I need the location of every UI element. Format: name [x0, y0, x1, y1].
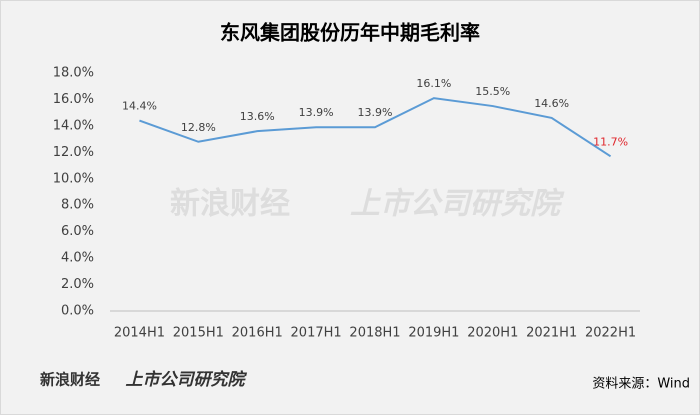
x-tick-label: 2015H1 — [173, 326, 224, 341]
data-label: 11.7% — [593, 135, 628, 148]
y-tick-label: 6.0% — [61, 224, 94, 239]
watermark: 新浪财经 — [170, 187, 290, 222]
x-tick-label: 2016H1 — [232, 326, 283, 341]
data-label: 14.4% — [122, 100, 157, 113]
y-tick-label: 0.0% — [61, 304, 94, 319]
data-label: 15.5% — [475, 85, 510, 98]
x-tick-label: 2017H1 — [291, 326, 342, 341]
x-tick-label: 2018H1 — [349, 326, 400, 341]
y-tick-label: 10.0% — [53, 171, 94, 186]
x-tick-label: 2022H1 — [585, 326, 636, 341]
x-tick-label: 2020H1 — [467, 326, 518, 341]
x-tick-label: 2014H1 — [114, 326, 165, 341]
x-tick-label: 2021H1 — [526, 326, 577, 341]
y-tick-label: 16.0% — [53, 92, 94, 107]
data-label: 14.6% — [534, 97, 569, 110]
data-label: 13.9% — [358, 106, 393, 119]
y-tick-label: 14.0% — [53, 118, 94, 133]
watermark: 上市公司研究院 — [350, 187, 565, 222]
data-label: 12.8% — [181, 121, 216, 134]
data-label: 16.1% — [416, 77, 451, 90]
y-tick-label: 18.0% — [53, 66, 94, 81]
y-tick-label: 2.0% — [61, 277, 94, 292]
footer-logo: 上市公司研究院 — [126, 370, 248, 390]
y-tick-label: 12.0% — [53, 145, 94, 160]
y-tick-label: 4.0% — [61, 251, 94, 266]
y-tick-label: 8.0% — [61, 198, 94, 213]
chart-title: 东风集团股份历年中期毛利率 — [220, 21, 480, 45]
data-label: 13.6% — [240, 110, 275, 123]
x-tick-label: 2019H1 — [408, 326, 459, 341]
data-line — [139, 97, 612, 158]
data-label: 13.9% — [299, 106, 334, 119]
source-note: 资料来源：Wind — [592, 377, 690, 392]
footer-logo: 新浪财经 — [40, 371, 100, 389]
